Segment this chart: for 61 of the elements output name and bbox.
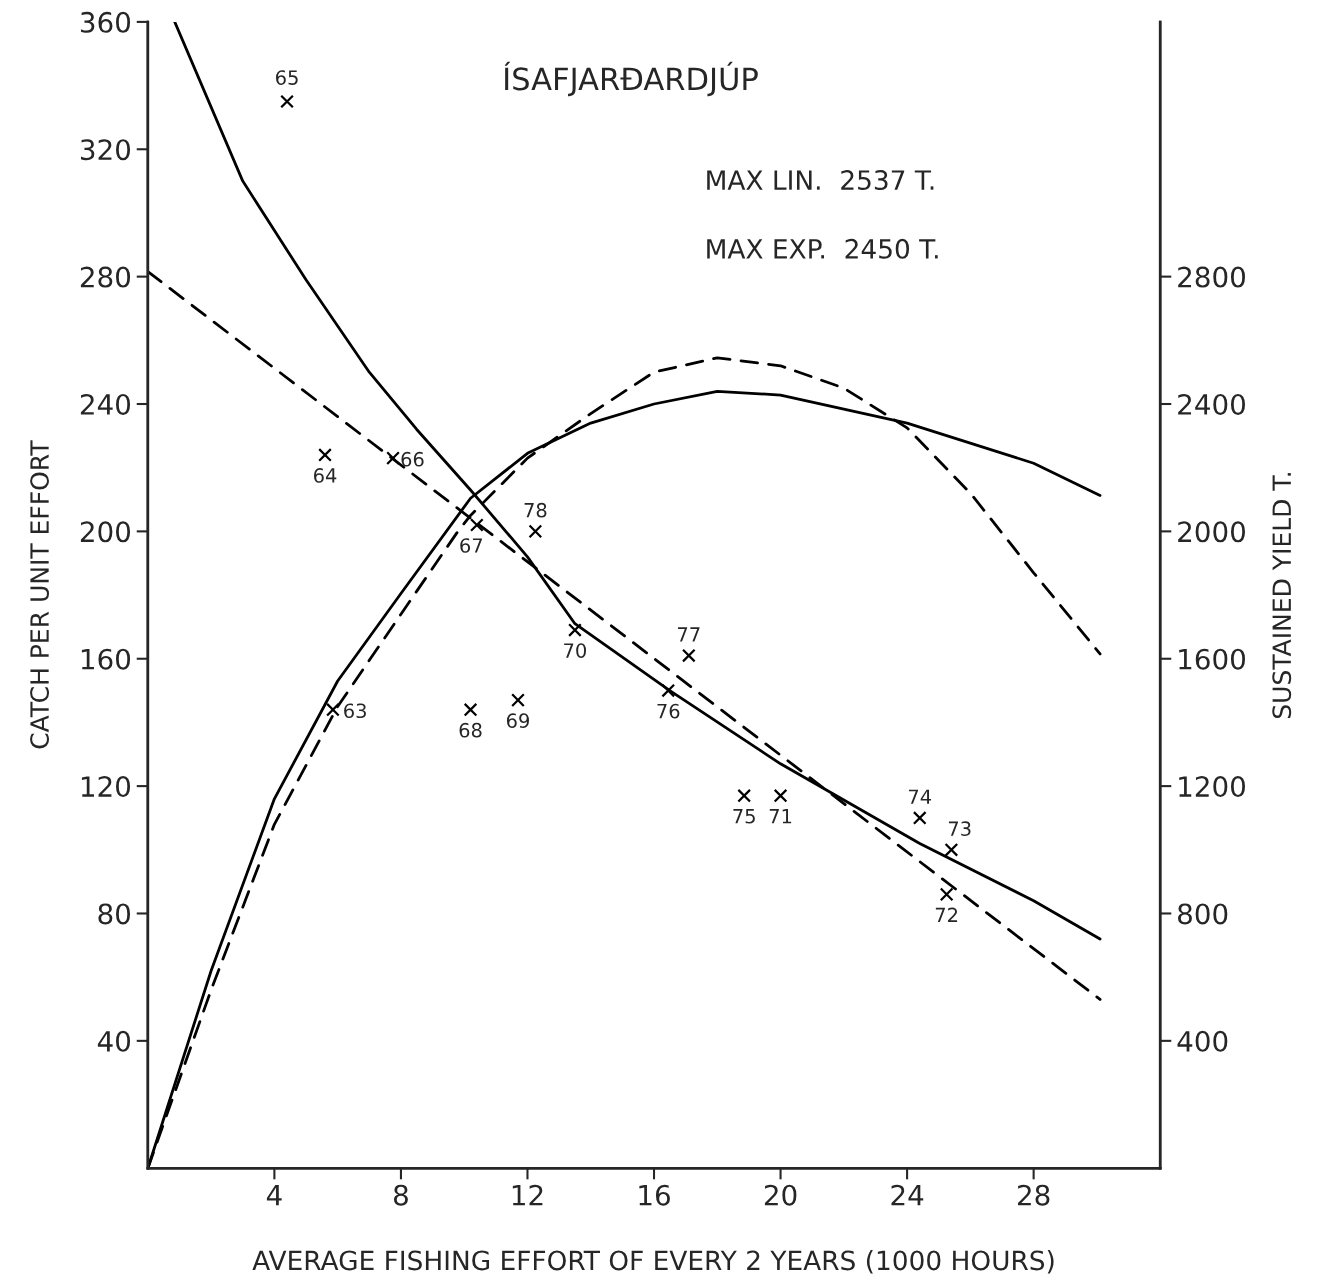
y2-axis-title: SUSTAINED YIELD T. bbox=[1272, 473, 1292, 719]
x-tick-label: 8 bbox=[393, 1184, 408, 1206]
annotation: 69 bbox=[506, 713, 529, 728]
text: ÍSAFJARÐARDJÚP bbox=[504, 61, 758, 97]
x-tick-label: 12 bbox=[512, 1184, 543, 1206]
y-tick-label: 320 bbox=[80, 139, 131, 161]
x-tick-label: 4 bbox=[266, 1185, 282, 1206]
annotation: 74 bbox=[908, 789, 932, 804]
y-tick-label: 40 bbox=[97, 1030, 131, 1052]
point bbox=[469, 518, 484, 532]
y2-tick-label: 400 bbox=[1177, 1030, 1228, 1052]
point bbox=[326, 702, 340, 717]
annotation: 65 bbox=[276, 70, 298, 85]
point bbox=[661, 683, 676, 698]
x-tick-label: 16 bbox=[639, 1184, 670, 1206]
y2-tick-label: 2400 bbox=[1178, 393, 1245, 415]
annotation: 78 bbox=[524, 502, 547, 518]
annotation: 73 bbox=[948, 821, 971, 836]
annotation: 71 bbox=[769, 809, 792, 824]
point bbox=[528, 524, 543, 539]
y-tick-label: 160 bbox=[81, 648, 131, 670]
point bbox=[773, 788, 788, 803]
annotation: 77 bbox=[678, 627, 700, 642]
annotation: 75 bbox=[733, 809, 755, 824]
x-tick-label: 24 bbox=[891, 1184, 924, 1206]
y-tick-label: 80 bbox=[98, 903, 131, 925]
y-tick-label: 200 bbox=[80, 521, 131, 543]
y2-tick-label: 2800 bbox=[1178, 266, 1245, 288]
annotation: 64 bbox=[313, 468, 337, 483]
point bbox=[737, 788, 752, 803]
point bbox=[944, 842, 959, 857]
y-tick-label: 120 bbox=[81, 776, 131, 798]
point bbox=[280, 94, 294, 109]
annotation: 72 bbox=[935, 907, 958, 922]
y2-tick-label: 1600 bbox=[1179, 648, 1245, 670]
annotation: 76 bbox=[657, 703, 680, 719]
y2-tick-label: 800 bbox=[1178, 903, 1228, 925]
point bbox=[463, 702, 478, 717]
y-tick-label: 240 bbox=[80, 393, 131, 415]
y-tick-label: 280 bbox=[80, 266, 131, 288]
y2-tick-label: 1200 bbox=[1179, 776, 1245, 798]
y-tick-label: 360 bbox=[80, 11, 131, 33]
point bbox=[386, 451, 400, 466]
point bbox=[511, 693, 525, 708]
point bbox=[912, 811, 927, 825]
point bbox=[318, 448, 332, 462]
y2-tick-label: 2000 bbox=[1178, 521, 1245, 543]
x-tick-label: 28 bbox=[1017, 1184, 1050, 1206]
annotation: 70 bbox=[564, 643, 586, 658]
x-tick-label: 20 bbox=[764, 1184, 797, 1206]
annotation: 63 bbox=[344, 703, 366, 719]
annotation: 66 bbox=[401, 451, 424, 467]
annotation: MAX EXP. 2450 T. bbox=[707, 238, 938, 259]
annotation: MAX LIN. 2537 T. bbox=[707, 170, 934, 191]
annotation: 67 bbox=[460, 538, 483, 553]
point bbox=[681, 648, 696, 663]
annotation: 68 bbox=[459, 722, 482, 738]
point bbox=[939, 887, 954, 902]
y-axis-title: CATCH PER UNIT EFFORT bbox=[30, 440, 50, 749]
x-axis-title: AVERAGE FISHING EFFORT OF EVERY 2 YEARS (1000 HOURS) bbox=[252, 1249, 1054, 1274]
point bbox=[568, 623, 582, 637]
